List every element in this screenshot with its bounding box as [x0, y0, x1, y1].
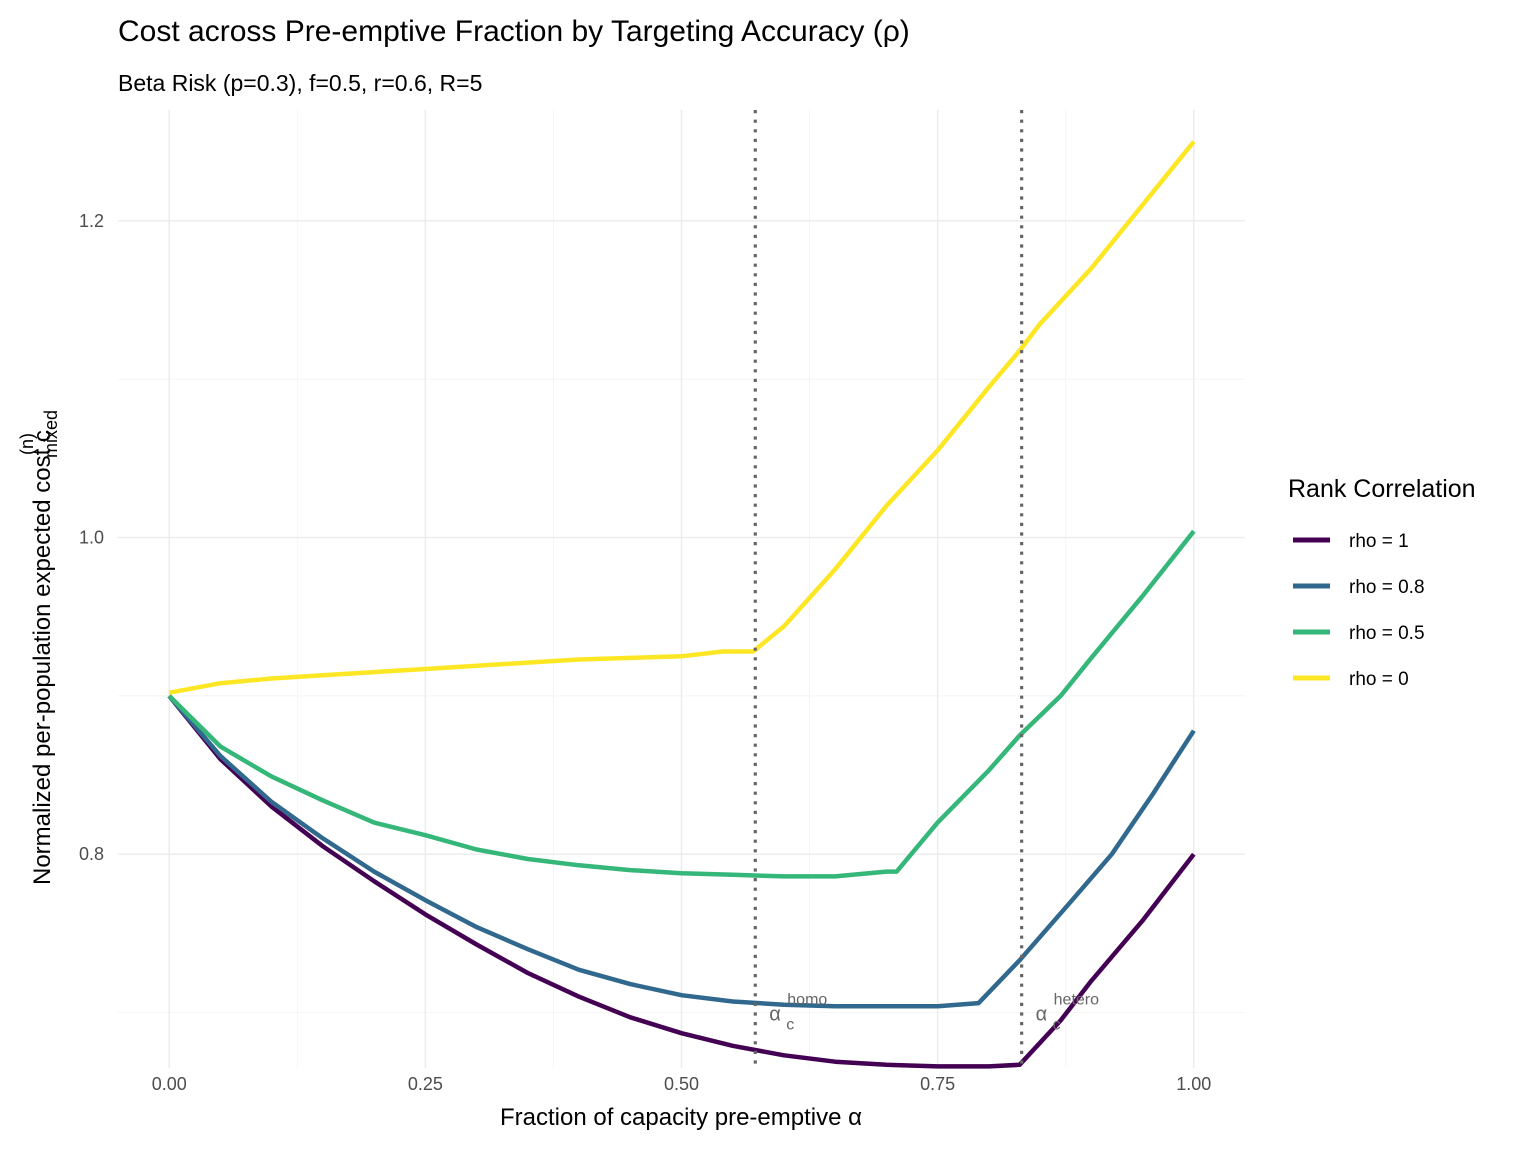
- y-axis-title-group: Normalized per-population expected cost …: [17, 410, 61, 885]
- reference-line-superscript: homo: [787, 992, 827, 1009]
- reference-line-label: α: [769, 1004, 781, 1026]
- x-tick-label: 0.50: [664, 1074, 699, 1094]
- y-tick-label: 1.2: [79, 211, 104, 231]
- legend-label: rho = 0.5: [1349, 623, 1425, 644]
- y-tick-label: 0.8: [79, 844, 104, 864]
- major-x-gridlines: [168, 110, 1195, 1068]
- series-line-rho-0-5: [167, 529, 1196, 879]
- chart-title: Cost across Pre-emptive Fraction by Targ…: [118, 15, 910, 48]
- y-tick-labels: 0.8 1.0 1.2: [79, 211, 104, 864]
- legend: Rank Correlation rho = 1 rho = 0.8 rho = 0…: [1288, 475, 1476, 690]
- series-line-rho-0-8: [167, 694, 1196, 1009]
- reference-line-label: α: [1036, 1004, 1048, 1026]
- legend-label: rho = 0: [1349, 669, 1409, 690]
- reference-lines: [753, 110, 1024, 1068]
- series-lines: [167, 140, 1196, 1069]
- reference-line-subscript: c: [1053, 1017, 1061, 1034]
- x-tick-label: 1.00: [1176, 1074, 1211, 1094]
- y-tick-label: 1.0: [79, 528, 104, 548]
- x-tick-label: 0.00: [152, 1074, 187, 1094]
- legend-items: rho = 1 rho = 0.8 rho = 0.5 rho = 0: [1293, 531, 1425, 690]
- x-tick-label: 0.25: [408, 1074, 443, 1094]
- legend-label: rho = 0.8: [1349, 577, 1425, 598]
- reference-line-superscript: hetero: [1054, 992, 1099, 1009]
- x-axis-title: Fraction of capacity pre-emptive α: [500, 1104, 862, 1131]
- chart-subtitle: Beta Risk (p=0.3), f=0.5, r=0.6, R=5: [118, 70, 482, 96]
- x-tick-label: 0.75: [920, 1074, 955, 1094]
- y-axis-title-superscript: (n): [17, 433, 37, 455]
- legend-title: Rank Correlation: [1288, 475, 1476, 503]
- series-line-rho-0: [168, 140, 1196, 695]
- major-y-gridlines: [118, 220, 1245, 855]
- y-axis-title-subscript: mixed: [41, 410, 61, 458]
- y-axis-title: Normalized per-population expected cost …: [29, 430, 56, 885]
- x-tick-labels: 0.00 0.25 0.50 0.75 1.00: [152, 1074, 1212, 1094]
- legend-label: rho = 1: [1349, 531, 1409, 552]
- series-line-rho-1: [167, 694, 1196, 1069]
- reference-line-subscript: c: [786, 1017, 794, 1034]
